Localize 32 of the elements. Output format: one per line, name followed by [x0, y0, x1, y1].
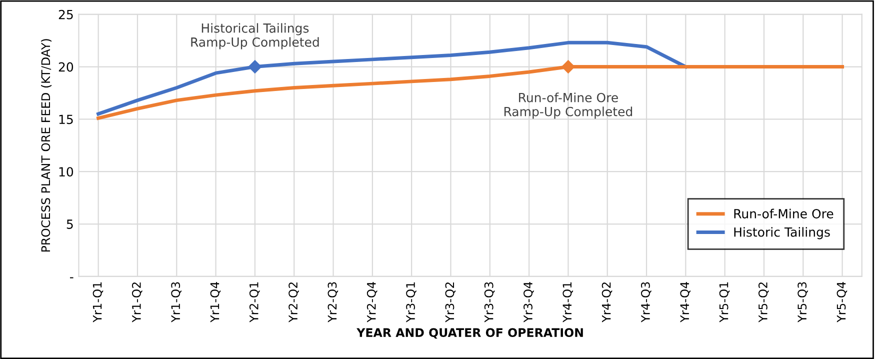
- x-tick-label: Yr4-Q4: [680, 282, 690, 322]
- x-tick-label: Yr5-Q4: [836, 282, 848, 322]
- x-tick-label: Yr1-Q3: [171, 282, 182, 322]
- x-tick-label: Yr2-Q2: [288, 282, 299, 322]
- legend-label: Historic Tailings: [734, 227, 830, 240]
- x-tick-label: Yr1-Q4: [210, 282, 221, 322]
- x-tick-label: Yr4-Q1: [562, 282, 573, 322]
- x-tick-label: Yr1-Q1: [92, 282, 104, 322]
- y-axis-title: PROCESS PLANT ORE FEED (KT/DAY): [41, 39, 52, 252]
- x-tick-label: Yr3-Q1: [406, 282, 416, 322]
- y-tick-label: 20: [58, 62, 74, 72]
- y-tick-label: 10: [59, 167, 74, 177]
- y-tick-label: 25: [58, 10, 73, 20]
- annotation: Historical Tailings Ramp-Up Completed: [191, 23, 319, 50]
- x-tick-label: Yr5-Q2: [758, 282, 769, 322]
- x-tick-label: Yr2-Q3: [328, 282, 338, 322]
- x-tick-label: Yr5-Q1: [719, 282, 730, 322]
- x-tick-label: Yr3-Q2: [445, 282, 456, 322]
- x-axis-title: YEAR AND QUATER OF OPERATION: [356, 328, 583, 339]
- annotation: Run-of-Mine Ore Ramp-Up Completed: [504, 92, 632, 119]
- x-tick-label: Yr2-Q4: [366, 282, 378, 322]
- legend-label: Run-of-Mine Ore: [734, 208, 834, 218]
- x-tick-label: Yr4-Q3: [641, 282, 652, 322]
- x-tick-label: Yr4-Q2: [602, 282, 612, 322]
- y-tick-label: 5: [66, 220, 73, 229]
- y-tick-label: -: [70, 277, 74, 278]
- x-tick-label: Yr1-Q2: [132, 282, 142, 322]
- x-tick-label: Yr3-Q3: [484, 282, 495, 322]
- x-tick-label: Yr2-Q1: [249, 282, 260, 322]
- x-tick-label: Yr5-Q3: [798, 282, 808, 322]
- x-tick-label: Yr3-Q4: [524, 282, 534, 322]
- y-tick-label: 15: [59, 114, 73, 124]
